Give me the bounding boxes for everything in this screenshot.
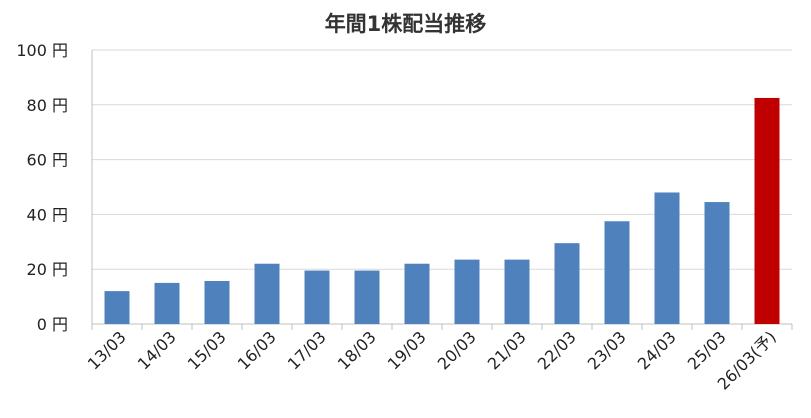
x-tick-label: 24/03 bbox=[634, 327, 680, 373]
bar-13/03 bbox=[104, 291, 130, 324]
bar-16/03 bbox=[254, 263, 280, 324]
bar-25/03 bbox=[704, 202, 730, 324]
x-tick-label: 14/03 bbox=[134, 327, 180, 373]
bar-20/03 bbox=[454, 259, 480, 324]
chart-title: 年間1株配当推移 bbox=[324, 12, 487, 36]
bar-26/03(予) bbox=[754, 97, 780, 324]
x-tick-label: 25/03 bbox=[684, 327, 730, 373]
bar-18/03 bbox=[354, 270, 380, 324]
x-tick-label: 20/03 bbox=[434, 327, 480, 373]
x-tick-label: 19/03 bbox=[384, 327, 430, 373]
x-tick-label: 23/03 bbox=[584, 327, 630, 373]
x-tick-label: 15/03 bbox=[184, 327, 230, 373]
y-tick-label: 60 円 bbox=[27, 151, 68, 170]
bar-24/03 bbox=[654, 192, 680, 324]
y-tick-label: 80 円 bbox=[27, 96, 68, 115]
bar-14/03 bbox=[154, 282, 180, 324]
bar-21/03 bbox=[504, 259, 530, 324]
bar-17/03 bbox=[304, 270, 330, 324]
x-tick-label: 16/03 bbox=[234, 327, 280, 373]
y-tick-label: 40 円 bbox=[27, 205, 68, 224]
x-tick-label: 21/03 bbox=[484, 327, 530, 373]
y-tick-label: 20 円 bbox=[27, 260, 68, 279]
x-tick-label: 17/03 bbox=[284, 327, 330, 373]
x-tick-label: 18/03 bbox=[334, 327, 380, 373]
y-tick-label: 0 円 bbox=[37, 315, 68, 334]
bar-22/03 bbox=[554, 243, 580, 324]
x-tick-label: 13/03 bbox=[84, 327, 130, 373]
y-tick-label: 100 円 bbox=[16, 41, 68, 60]
bar-15/03 bbox=[204, 280, 230, 324]
bar-23/03 bbox=[604, 221, 630, 324]
bar-19/03 bbox=[404, 263, 430, 324]
x-tick-label: 22/03 bbox=[534, 327, 580, 373]
